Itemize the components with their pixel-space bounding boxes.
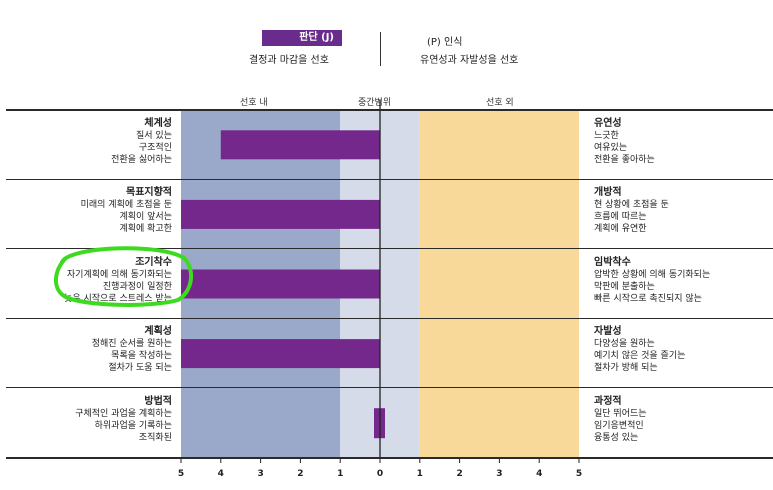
left-group-line: 조직화된 (138, 433, 172, 443)
right-group-line: 압박한 상황에 의해 동기화되는 (594, 270, 711, 280)
right-group-line: 계획에 유연한 (594, 224, 647, 234)
judging-subtitle: 결정과 마감을 선호 (249, 55, 329, 66)
left-group-line: 구조적인 (138, 143, 172, 153)
x-tick-label: 5 (178, 469, 184, 479)
left-group-scheduled: 계획성 정해진 순서를 원하는 목록을 작성하는 절차가 도움 되는 (0, 325, 172, 374)
separator-row (6, 248, 773, 249)
right-group-title: 개방적 (594, 187, 622, 198)
right-group-spontaneous: 자발성 다양성을 원하는 예기치 않은 것을 즐기는 절차가 방해 되는 (594, 325, 769, 374)
separator-bottom (6, 457, 773, 459)
left-group-methodical: 방법적 구체적인 과업을 계획하는 하위과업을 기록하는 조직화된 (0, 395, 172, 444)
x-tick-label: 5 (576, 469, 582, 479)
perceiving-subtitle: 유연성과 자발성을 선호 (420, 55, 519, 66)
right-group-line: 절차가 방해 되는 (594, 363, 658, 373)
x-tick-label: 0 (377, 469, 383, 479)
left-group-structured: 체계성 질서 있는 구조적인 전환을 싫어하는 (0, 117, 172, 166)
judging-badge: 판단 (J) (262, 30, 342, 46)
zone-label-out-pref: 선호 외 (486, 98, 514, 108)
right-group-title: 과정적 (594, 396, 622, 407)
x-tick-label: 3 (496, 469, 502, 479)
x-tick-label: 2 (456, 469, 462, 479)
right-group-line: 느긋한 (594, 131, 619, 141)
x-tick-label: 4 (218, 469, 224, 479)
left-group-line: 구체적인 과업을 계획하는 (75, 409, 172, 419)
left-group-title: 계획성 (144, 326, 172, 337)
left-group-line: 자기계획에 의해 동기화되는 (66, 270, 172, 280)
separator-top (6, 109, 773, 111)
zone-label-mid: 중간범위 (358, 98, 392, 108)
left-group-title: 목표지향적 (126, 187, 172, 198)
left-group-title: 체계성 (144, 118, 172, 129)
left-group-line: 늦은 시작으로 스트레스 받는 (64, 294, 172, 304)
right-group-emergent: 과정적 일단 뛰어드는 임기응변적인 융통성 있는 (594, 395, 769, 444)
right-group-line: 일단 뛰어드는 (594, 409, 647, 419)
header-divider (380, 32, 381, 66)
x-tick-label: 3 (257, 469, 263, 479)
left-group-line: 계획이 앞서는 (119, 212, 172, 222)
right-group-flexible: 유연성 느긋한 여유있는 전환을 좋아하는 (594, 117, 769, 166)
zone-label-in-pref: 선호 내 (240, 98, 268, 108)
x-tick-label: 1 (337, 469, 343, 479)
left-group-early-starting: 조기착수 자기계획에 의해 동기화되는 진행과정이 일정한 늦은 시작으로 스트… (0, 256, 172, 305)
zone-out-pref (419, 110, 579, 458)
right-group-line: 현 상황에 초점을 둔 (594, 200, 669, 210)
bar (181, 269, 380, 299)
right-group-line: 융통성 있는 (594, 433, 639, 443)
left-group-line: 정해진 순서를 원하는 (91, 339, 172, 349)
left-group-line: 절차가 도움 되는 (108, 363, 172, 373)
separator-row (6, 318, 773, 319)
left-group-line: 전환을 싫어하는 (111, 155, 172, 165)
right-group-title: 자발성 (594, 326, 622, 337)
left-group-line: 계획에 확고한 (119, 224, 172, 234)
left-group-line: 목록을 작성하는 (111, 351, 172, 361)
right-group-pressure-prompted: 임박착수 압박한 상황에 의해 동기화되는 막판에 분출하는 빠른 시작으로 촉… (594, 256, 769, 305)
right-group-line: 여유있는 (594, 143, 628, 153)
left-group-line: 하위과업을 기록하는 (94, 421, 172, 431)
right-group-title: 임박착수 (594, 257, 631, 268)
right-group-line: 빠른 시작으로 촉진되지 않는 (594, 294, 702, 304)
left-group-line: 미래의 계획에 초점을 둔 (80, 200, 172, 210)
x-tick-label: 1 (417, 469, 423, 479)
left-group-goal-oriented: 목표지향적 미래의 계획에 초점을 둔 계획이 앞서는 계획에 확고한 (0, 186, 172, 235)
bar (181, 339, 380, 369)
left-group-title: 방법적 (144, 396, 172, 407)
x-tick-label: 2 (297, 469, 303, 479)
left-group-line: 질서 있는 (136, 131, 172, 141)
separator-row (6, 179, 773, 180)
right-group-open-ended: 개방적 현 상황에 초점을 둔 흐름에 따르는 계획에 유연한 (594, 186, 769, 235)
right-group-line: 흐름에 따르는 (594, 212, 647, 222)
x-tick-label: 4 (536, 469, 542, 479)
right-group-line: 예기치 않은 것을 즐기는 (594, 351, 686, 361)
right-group-title: 유연성 (594, 118, 622, 129)
right-group-line: 임기응변적인 (594, 421, 644, 431)
left-group-line: 진행과정이 일정한 (102, 282, 172, 292)
right-group-line: 전환을 좋아하는 (594, 155, 655, 165)
separator-row (6, 387, 773, 388)
right-group-line: 막판에 분출하는 (594, 282, 655, 292)
left-group-title: 조기착수 (135, 257, 172, 268)
right-group-line: 다양성을 원하는 (594, 339, 655, 349)
bar (220, 130, 380, 160)
perceiving-title: (P) 인식 (427, 37, 463, 48)
bar (181, 199, 380, 229)
